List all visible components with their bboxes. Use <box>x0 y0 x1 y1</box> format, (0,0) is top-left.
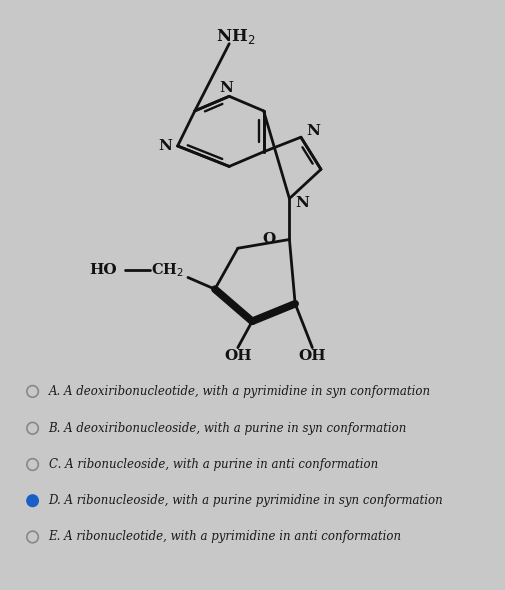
Text: C. A ribonucleoside, with a purine in anti conformation: C. A ribonucleoside, with a purine in an… <box>48 458 377 471</box>
Text: N: N <box>306 124 320 139</box>
Text: N: N <box>158 139 172 153</box>
Text: HO: HO <box>89 264 117 277</box>
Circle shape <box>27 495 38 507</box>
Text: N: N <box>219 80 233 94</box>
Text: N: N <box>294 196 309 210</box>
Text: OH: OH <box>298 349 326 363</box>
Text: NH$_2$: NH$_2$ <box>216 27 255 46</box>
Text: D. A ribonucleoside, with a purine pyrimidine in syn conformation: D. A ribonucleoside, with a purine pyrim… <box>48 494 442 507</box>
Text: A. A deoxiribonucleotide, with a pyrimidine in syn conformation: A. A deoxiribonucleotide, with a pyrimid… <box>48 385 430 398</box>
Text: CH$_2$: CH$_2$ <box>151 261 184 279</box>
Text: O: O <box>262 232 275 247</box>
Text: OH: OH <box>224 349 251 363</box>
Text: B. A deoxiribonucleoside, with a purine in syn conformation: B. A deoxiribonucleoside, with a purine … <box>48 422 406 435</box>
Text: E. A ribonucleotide, with a pyrimidine in anti conformation: E. A ribonucleotide, with a pyrimidine i… <box>48 530 401 543</box>
